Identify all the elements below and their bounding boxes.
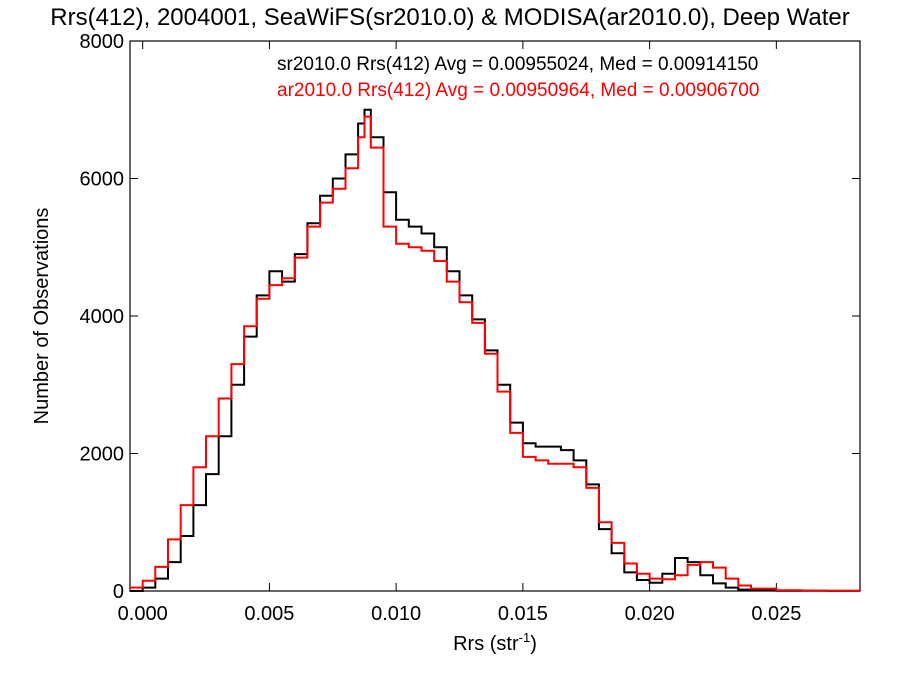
chart-title: Rrs(412), 2004001, SeaWiFS(sr2010.0) & M… — [50, 4, 850, 31]
x-tick-label: 0.005 — [244, 603, 294, 625]
y-axis-label: Number of Observations — [31, 208, 53, 425]
x-tick-label: 0.000 — [118, 603, 168, 625]
x-tick-label: 0.020 — [625, 603, 675, 625]
y-tick-label: 2000 — [80, 444, 125, 466]
x-axis-label-main: Rrs (str — [453, 633, 519, 655]
series-ar2010-line — [130, 115, 861, 592]
x-tick-label: 0.010 — [371, 603, 421, 625]
x-tick-label: 0.025 — [751, 603, 801, 625]
series-sr2010-line — [130, 108, 861, 592]
plot-frame — [129, 40, 861, 592]
x-axis-label-close: ) — [530, 633, 537, 655]
x-axis-label: Rrs (str-1) — [453, 630, 537, 655]
y-tick-label: 4000 — [80, 306, 125, 328]
axis-ticks: 0.000 0.005 0.010 0.015 0.020 0.025 0 2000 4000 6… — [80, 31, 860, 625]
annotation-sr2010: sr2010.0 Rrs(412) Avg = 0.00955024, Med … — [277, 54, 758, 75]
x-tick-label: 0.015 — [498, 603, 548, 625]
y-tick-label: 0 — [113, 581, 124, 603]
annotation-ar2010: ar2010.0 Rrs(412) Avg = 0.00950964, Med … — [277, 80, 759, 101]
x-axis-label-sup: -1 — [519, 630, 531, 645]
series-group — [130, 108, 861, 592]
y-tick-label: 6000 — [80, 169, 125, 191]
y-tick-label: 8000 — [80, 31, 125, 53]
